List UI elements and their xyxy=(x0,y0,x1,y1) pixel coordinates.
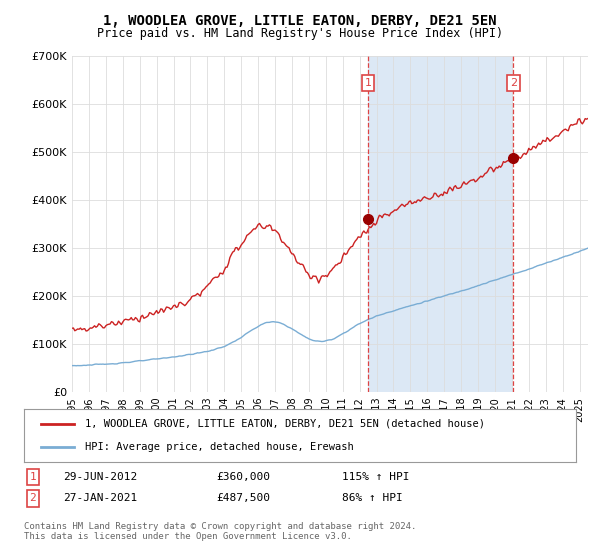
Text: 27-JAN-2021: 27-JAN-2021 xyxy=(63,493,137,503)
Text: 86% ↑ HPI: 86% ↑ HPI xyxy=(342,493,403,503)
Text: 1: 1 xyxy=(29,472,37,482)
Text: Contains HM Land Registry data © Crown copyright and database right 2024.
This d: Contains HM Land Registry data © Crown c… xyxy=(24,522,416,542)
Text: 115% ↑ HPI: 115% ↑ HPI xyxy=(342,472,409,482)
Text: £487,500: £487,500 xyxy=(216,493,270,503)
Text: 29-JUN-2012: 29-JUN-2012 xyxy=(63,472,137,482)
Text: £360,000: £360,000 xyxy=(216,472,270,482)
Text: HPI: Average price, detached house, Erewash: HPI: Average price, detached house, Erew… xyxy=(85,442,353,452)
Bar xyxy=(368,56,513,392)
Text: 2: 2 xyxy=(29,493,37,503)
Text: 1: 1 xyxy=(365,78,371,88)
Text: 1, WOODLEA GROVE, LITTLE EATON, DERBY, DE21 5EN: 1, WOODLEA GROVE, LITTLE EATON, DERBY, D… xyxy=(103,14,497,28)
Text: 1, WOODLEA GROVE, LITTLE EATON, DERBY, DE21 5EN (detached house): 1, WOODLEA GROVE, LITTLE EATON, DERBY, D… xyxy=(85,419,485,429)
Text: 2: 2 xyxy=(509,78,517,88)
Text: Price paid vs. HM Land Registry's House Price Index (HPI): Price paid vs. HM Land Registry's House … xyxy=(97,27,503,40)
